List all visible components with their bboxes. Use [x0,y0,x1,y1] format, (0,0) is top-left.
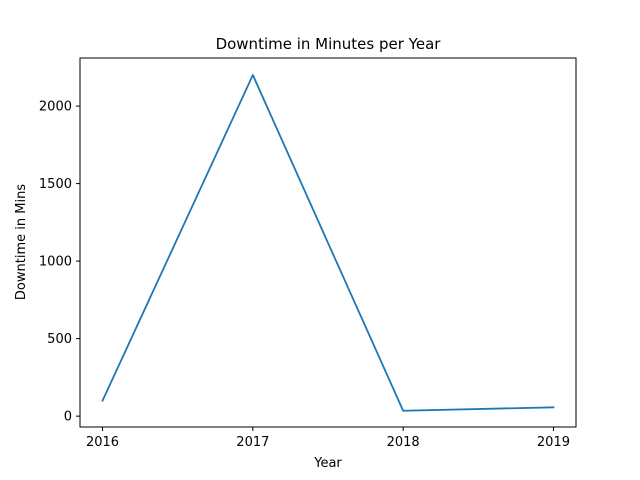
x-tick-label: 2017 [236,435,269,450]
plot-area: 0 500 1000 1500 2000 2016 2017 2018 2019 [39,57,577,450]
y-axis-label: Downtime in Mins [14,184,29,300]
y-tick-label: 1500 [39,177,72,192]
plot-frame [79,57,577,428]
y-tick-label: 500 [47,332,72,347]
x-tick-label: 2019 [537,435,570,450]
x-axis-label: Year [313,456,342,471]
series-line-0 [101,74,555,412]
x-tick-label: 2016 [86,435,119,450]
y-tick-label: 0 [64,410,72,425]
y-tick-label: 1000 [39,255,72,270]
chart-title: Downtime in Minutes per Year [216,35,442,53]
x-tick-label: 2018 [387,435,420,450]
y-tick-label: 2000 [39,100,72,115]
